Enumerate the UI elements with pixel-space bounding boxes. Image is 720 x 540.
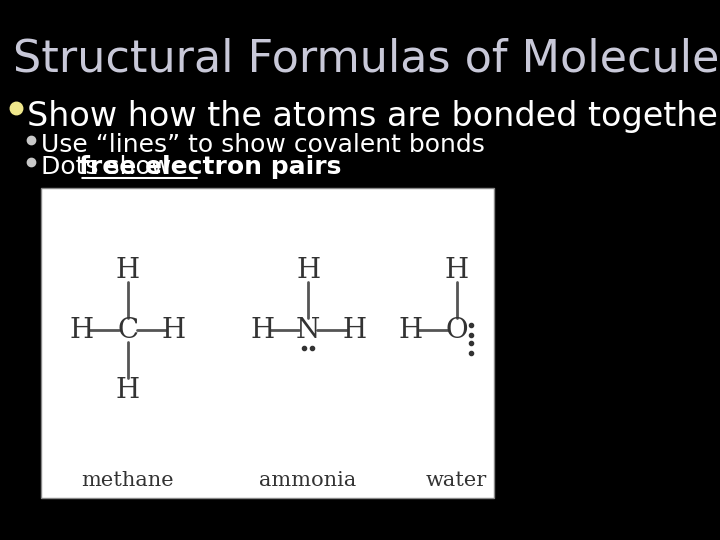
Text: H: H: [342, 316, 366, 343]
Text: Structural Formulas of Molecules: Structural Formulas of Molecules: [14, 38, 720, 81]
Text: water: water: [426, 470, 487, 489]
FancyBboxPatch shape: [41, 188, 494, 498]
Text: H: H: [444, 256, 469, 284]
Text: methane: methane: [81, 470, 174, 489]
Text: C: C: [117, 316, 138, 343]
Text: N: N: [296, 316, 320, 343]
Text: Use “lines” to show covalent bonds: Use “lines” to show covalent bonds: [41, 133, 485, 157]
Text: H: H: [398, 316, 423, 343]
Text: Dots show: Dots show: [41, 155, 179, 179]
Text: O: O: [445, 316, 468, 343]
Text: ammonia: ammonia: [259, 470, 356, 489]
Text: H: H: [250, 316, 274, 343]
Text: H: H: [70, 316, 94, 343]
Text: H: H: [296, 256, 320, 284]
Text: H: H: [116, 376, 140, 403]
Text: H: H: [116, 256, 140, 284]
Text: H: H: [162, 316, 186, 343]
Text: free electron pairs: free electron pairs: [79, 155, 342, 179]
Text: Show how the atoms are bonded together: Show how the atoms are bonded together: [27, 100, 720, 133]
